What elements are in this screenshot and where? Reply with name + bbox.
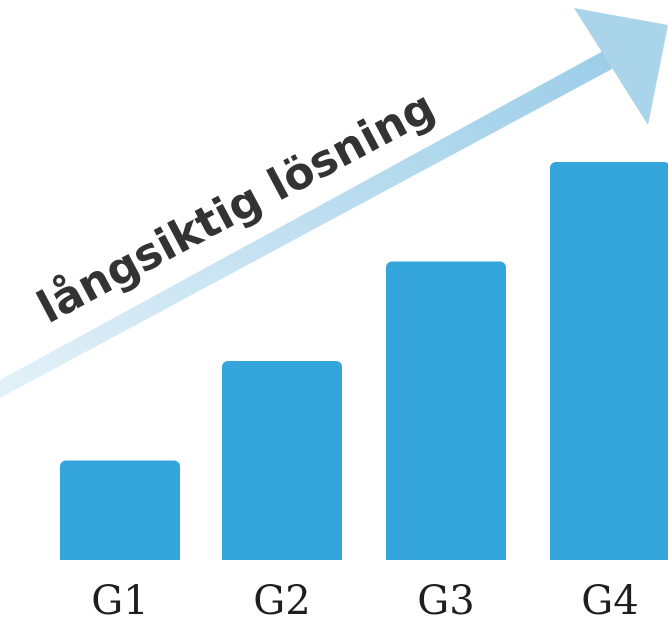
growth-arrow-head <box>574 8 668 125</box>
bar-g3 <box>386 261 506 566</box>
bar-g1 <box>60 460 180 566</box>
bar-g4 <box>550 162 668 566</box>
category-label-g4: G4 <box>581 578 638 624</box>
bar-g2 <box>222 361 342 566</box>
category-label-g1: G1 <box>91 578 148 624</box>
baseline-mask <box>0 560 668 574</box>
category-label-g3: G3 <box>417 578 474 624</box>
arrow-label: långsiktig lösning <box>29 81 443 333</box>
bars-group <box>0 162 668 574</box>
category-label-g2: G2 <box>253 578 310 624</box>
category-labels-group: G1 G2 G3 G4 <box>91 578 638 624</box>
growth-arrow <box>0 8 668 398</box>
growth-arrow-shaft <box>0 50 612 398</box>
